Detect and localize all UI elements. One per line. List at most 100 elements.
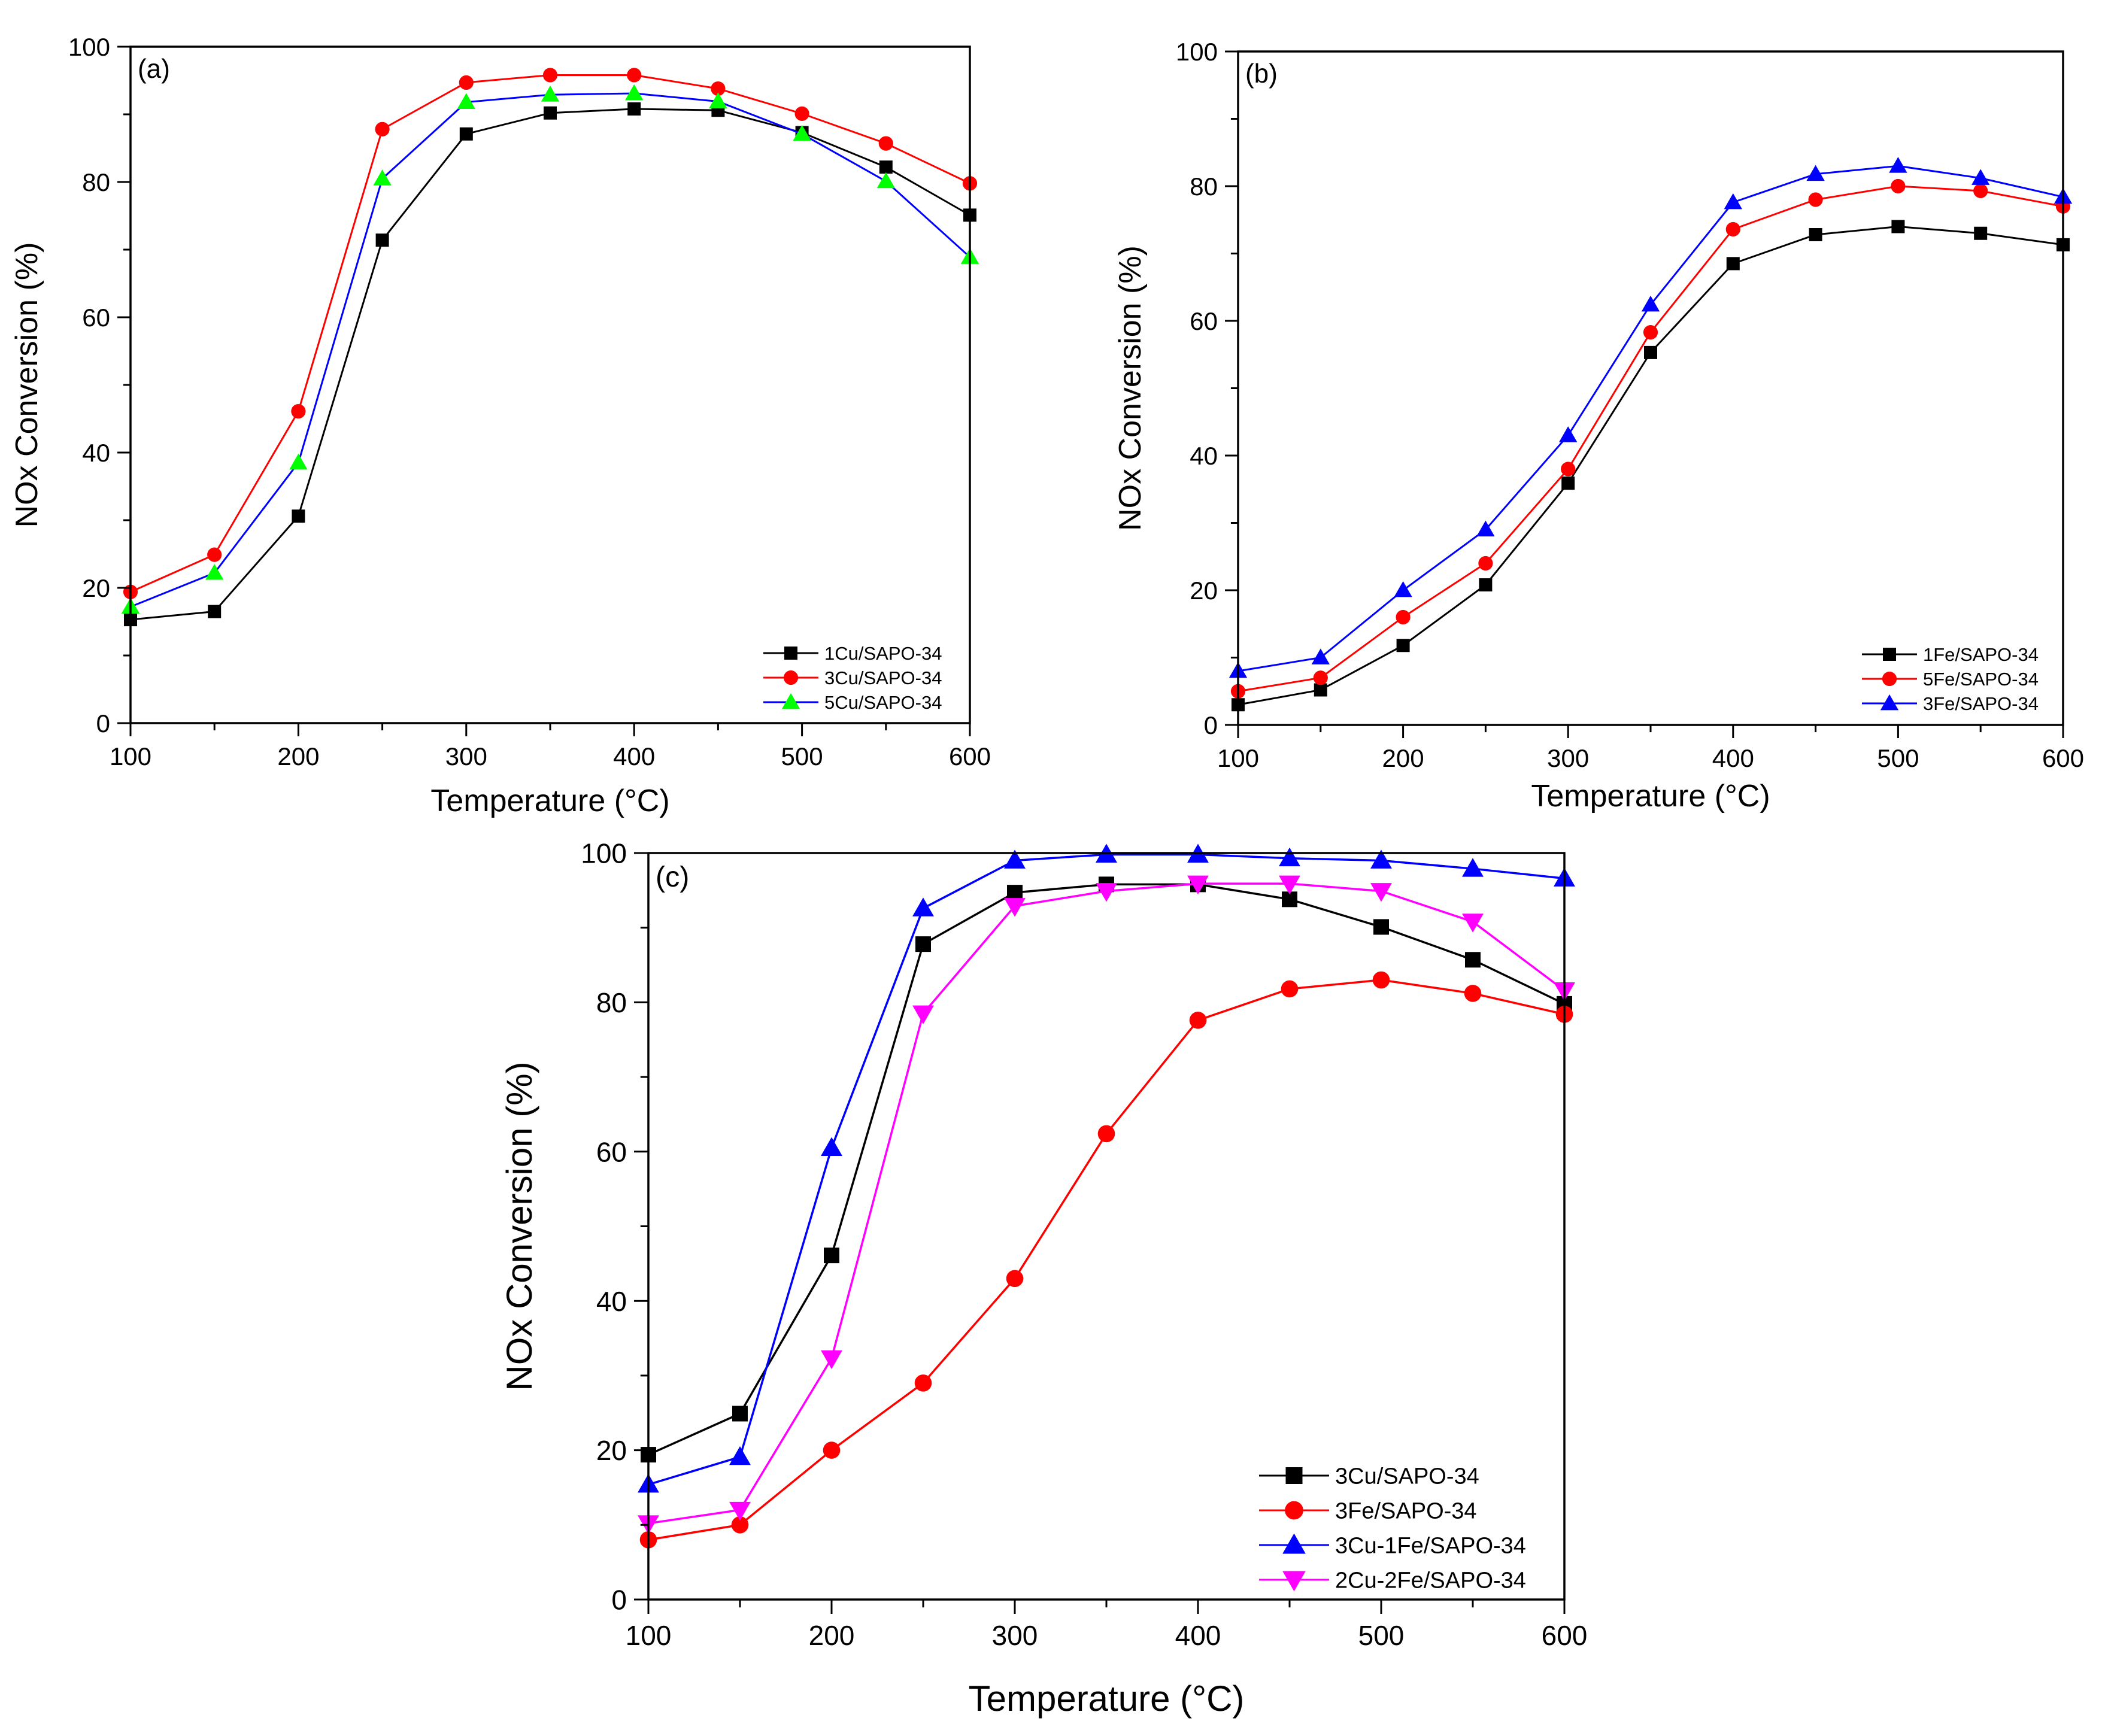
- data-point: [1007, 885, 1023, 901]
- data-point: [457, 93, 475, 110]
- data-point: [1891, 220, 1905, 233]
- plot-frame: [129, 45, 971, 724]
- data-point: [1313, 670, 1328, 685]
- data-point: [289, 453, 308, 470]
- y-tick-label: 40: [596, 1286, 627, 1317]
- x-tick-label: 300: [1547, 744, 1589, 772]
- data-point: [544, 106, 557, 120]
- series-line-2: [1237, 165, 2064, 672]
- panel-label: (c): [656, 861, 689, 893]
- data-point: [375, 122, 390, 136]
- data-point: [541, 86, 560, 102]
- data-point: [1187, 875, 1209, 895]
- legend-label: 3Fe/SAPO-34: [1923, 693, 2039, 714]
- data-point: [1889, 157, 1907, 173]
- legend-marker: [1285, 1467, 1303, 1484]
- data-point: [627, 68, 642, 83]
- data-point: [1006, 1270, 1024, 1288]
- x-tick-label: 500: [781, 742, 823, 770]
- x-tick-label: 300: [445, 742, 487, 770]
- x-tick-label: 600: [949, 742, 991, 770]
- x-tick-label: 200: [809, 1620, 855, 1651]
- data-point: [373, 169, 392, 186]
- data-point: [1971, 169, 1990, 185]
- data-point: [794, 106, 809, 121]
- data-point: [1189, 1012, 1207, 1029]
- legend-label: 2Cu-2Fe/SAPO-34: [1335, 1568, 1526, 1594]
- legend-marker: [783, 670, 799, 685]
- y-tick-label: 20: [1190, 576, 1218, 605]
- y-tick-label: 0: [1204, 711, 1218, 739]
- y-tick-label: 40: [1190, 442, 1218, 470]
- data-point: [915, 936, 931, 952]
- data-point: [1806, 165, 1825, 181]
- legend-marker: [1883, 648, 1896, 661]
- legend-label: 5Cu/SAPO-34: [824, 692, 942, 713]
- data-point: [878, 136, 893, 151]
- data-point: [1974, 226, 1988, 240]
- data-point: [1004, 898, 1026, 917]
- y-tick-label: 20: [596, 1435, 627, 1466]
- data-point: [1973, 183, 1988, 198]
- x-tick-label: 100: [626, 1620, 672, 1651]
- y-axis-label: NOx Conversion (%): [1113, 245, 1148, 531]
- data-point: [729, 1446, 751, 1465]
- data-point: [1462, 858, 1484, 877]
- legend-marker: [1285, 1501, 1303, 1520]
- legend-label: 1Fe/SAPO-34: [1923, 644, 2039, 665]
- x-tick-label: 600: [1542, 1620, 1588, 1651]
- data-point: [824, 1248, 839, 1264]
- data-point: [731, 1516, 749, 1534]
- y-tick-label: 80: [1190, 172, 1218, 201]
- data-point: [912, 897, 934, 916]
- data-point: [711, 81, 726, 96]
- y-tick-label: 80: [82, 168, 110, 196]
- data-point: [1726, 257, 1740, 271]
- series-line-0: [648, 883, 1565, 1456]
- y-axis-label: NOx Conversion (%): [10, 242, 44, 528]
- data-point: [1725, 221, 1740, 237]
- x-tick-label: 100: [1217, 744, 1259, 772]
- data-point: [912, 1005, 934, 1025]
- data-point: [459, 75, 474, 90]
- x-tick-label: 400: [1712, 744, 1754, 772]
- x-tick-label: 200: [277, 742, 319, 770]
- data-point: [1559, 426, 1578, 442]
- legend-label: 3Cu-1Fe/SAPO-34: [1335, 1534, 1526, 1559]
- data-point: [375, 233, 389, 247]
- y-axis-label: NOx Conversion (%): [499, 1061, 539, 1391]
- y-tick-label: 20: [82, 574, 110, 602]
- data-point: [729, 1501, 751, 1521]
- panel-a: 100 200 300 400 500 600 0 20 40 60 80 100 Temperatur…: [10, 33, 991, 818]
- panel-label: (b): [1245, 59, 1278, 89]
- legend-label: 3Cu/SAPO-34: [1335, 1464, 1479, 1489]
- legend-marker: [1282, 1533, 1306, 1554]
- y-tick-label: 60: [82, 304, 110, 332]
- series-line-3: [648, 882, 1566, 1525]
- data-point: [1476, 520, 1495, 537]
- data-point: [1281, 980, 1299, 998]
- series-line-2: [130, 92, 971, 608]
- data-point: [627, 102, 641, 116]
- data-point: [291, 403, 306, 419]
- data-point: [1809, 228, 1822, 241]
- data-point: [1808, 192, 1823, 207]
- data-point: [1279, 875, 1300, 895]
- data-point: [1891, 178, 1906, 194]
- data-point: [1464, 985, 1482, 1002]
- data-point: [205, 563, 224, 580]
- legend-marker: [781, 693, 800, 709]
- data-point: [1394, 581, 1412, 597]
- data-point: [1479, 578, 1493, 591]
- data-point: [1370, 883, 1392, 902]
- series-line-1: [1237, 185, 2064, 693]
- legend-marker: [784, 647, 797, 660]
- x-tick-label: 600: [2042, 744, 2084, 772]
- data-point: [876, 172, 895, 189]
- legend-marker: [1882, 671, 1897, 687]
- data-point: [732, 1406, 748, 1422]
- series-line-1: [130, 74, 970, 593]
- series-line-2: [648, 853, 1565, 1486]
- data-point: [1373, 919, 1389, 935]
- data-point: [207, 547, 222, 562]
